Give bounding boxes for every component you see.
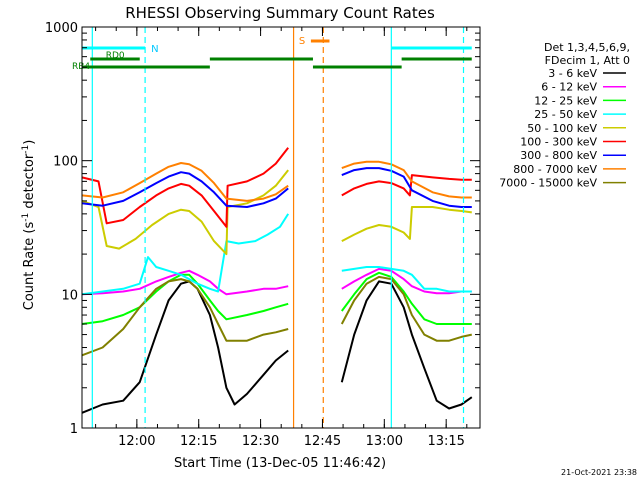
y-axis-label-part3: ) [22, 140, 37, 145]
series-line-300-800-kev [81, 167, 472, 208]
s-label: S [299, 36, 305, 47]
y-axis-label-sup2: -1 [21, 145, 31, 154]
x-axis-label: Start Time (13-Dec-05 11:46:42) [174, 456, 386, 471]
y-tick-label: 10 [61, 288, 78, 303]
axes: 1 10 100 1000 12:00 12:15 12:30 12:45 13:00 13:15 [45, 21, 481, 449]
legend-label-6-12-kev: 6 - 12 keV [541, 81, 597, 94]
x-tick-label: 13:00 [366, 434, 403, 449]
legend-label-100-300-kev: 100 - 300 keV [520, 136, 597, 149]
rb4-label: RB4 [72, 62, 90, 72]
series-line-6-12-kev [81, 267, 472, 296]
y-tick-label: 1 [70, 422, 78, 437]
x-tick-label: 12:15 [180, 434, 217, 449]
x-tick-label: 12:30 [242, 434, 279, 449]
legend-label-3-6-kev: 3 - 6 keV [548, 67, 597, 80]
series-line-7000-15000-kev [81, 275, 473, 357]
legend-label-25-50-kev: 25 - 50 keV [534, 108, 597, 121]
series-line-25-50-kev [81, 213, 472, 296]
legend-label-12-25-kev: 12 - 25 keV [534, 94, 597, 107]
n-label: N [151, 44, 158, 55]
x-tick-label: 13:15 [427, 434, 464, 449]
legend-label-50-100-kev: 50 - 100 keV [527, 122, 597, 135]
legend-header-2: FDecim 1, Att 0 [545, 54, 630, 67]
y-axis-label-part1: Count Rate (s [22, 222, 37, 311]
rd0-label: RD0 [106, 51, 125, 61]
plot-area: N S RD0 RB4 [72, 27, 473, 428]
y-tick-label: 100 [53, 155, 78, 170]
y-axis-label-part2: detector [22, 153, 37, 213]
legend: Det 1,3,4,5,6,9,FDecim 1, Att 03 - 6 keV… [499, 41, 630, 190]
legend-label-7000-15000-kev: 7000 - 15000 keV [499, 177, 597, 190]
series-line-12-25-kev [81, 271, 472, 325]
x-tick-label: 12:45 [304, 434, 341, 449]
chart-title: RHESSI Observing Summary Count Rates [125, 4, 435, 22]
y-tick-label: 1000 [45, 21, 78, 36]
series-line-800-7000-kev [81, 160, 472, 202]
legend-label-300-800-kev: 300 - 800 keV [520, 149, 597, 162]
y-axis-label-sup1: -1 [21, 213, 31, 222]
timestamp: 21-Oct-2021 23:38 [561, 468, 637, 477]
legend-header-1: Det 1,3,4,5,6,9, [544, 41, 630, 54]
y-axis-label: Count Rate (s-1 detector-1) [21, 140, 37, 311]
series-line-100-300-kev [81, 147, 472, 228]
x-tick-label: 12:00 [118, 434, 155, 449]
legend-label-800-7000-kev: 800 - 7000 keV [513, 163, 597, 176]
